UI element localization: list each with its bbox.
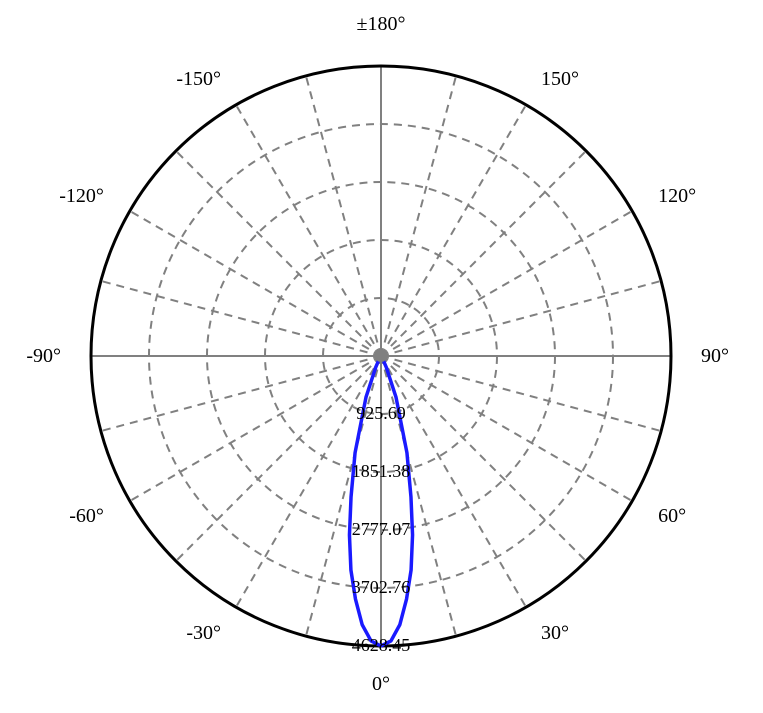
angle-label: 120° — [658, 185, 696, 207]
ring-label: 1851.38 — [352, 461, 411, 481]
angle-label: -60° — [69, 505, 104, 527]
center-dot — [375, 350, 387, 362]
ring-label: 925.69 — [356, 403, 406, 423]
angle-label: -30° — [186, 622, 221, 644]
angle-label: ±180° — [357, 13, 406, 35]
angle-label: -150° — [176, 68, 221, 90]
ring-label: 3702.76 — [352, 577, 411, 597]
angle-label: 0° — [372, 673, 390, 695]
angle-label: -90° — [26, 345, 61, 367]
ring-label: 2777.07 — [352, 519, 411, 539]
angle-label: 30° — [541, 622, 569, 644]
angle-label: 150° — [541, 68, 579, 90]
angle-label: 90° — [701, 345, 729, 367]
ring-label: 4628.45 — [352, 635, 411, 655]
angle-label: 60° — [658, 505, 686, 527]
angle-label: -120° — [59, 185, 104, 207]
polar-chart: 0° 30° 60° 90° 120° 150° ±180° -150° -120° -90° -6… — [0, 0, 763, 713]
